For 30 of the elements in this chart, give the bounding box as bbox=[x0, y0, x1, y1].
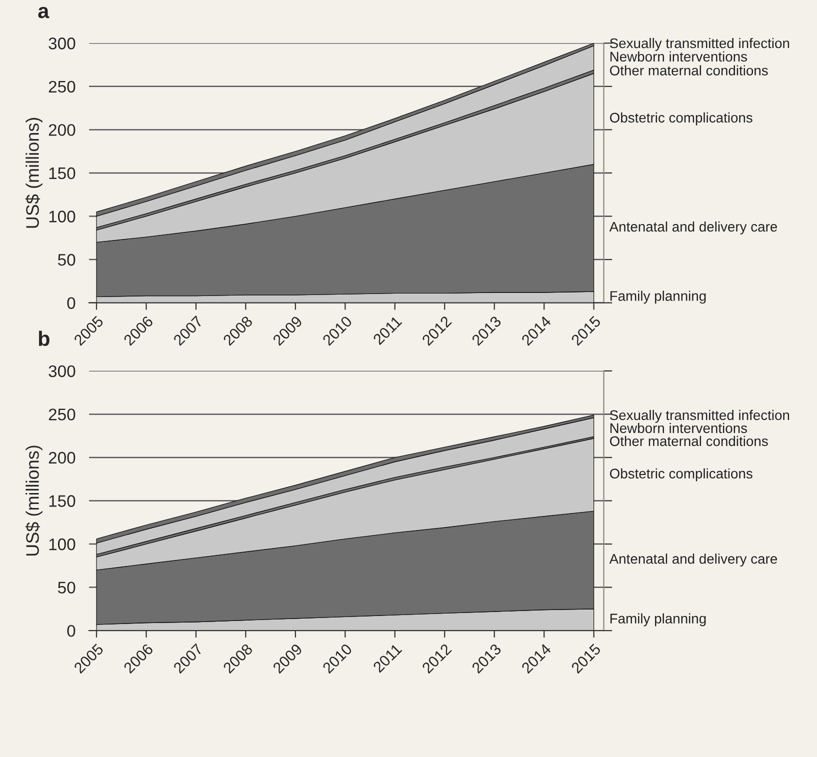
chart-title: a bbox=[38, 6, 50, 18]
y-tick-label: 100 bbox=[49, 210, 76, 222]
series-label: Obstetric complications bbox=[610, 112, 752, 126]
y-tick-label: 150 bbox=[49, 495, 76, 507]
series-label: Family planning bbox=[610, 290, 706, 304]
series-label: Family planning bbox=[610, 613, 706, 626]
chart-title: b bbox=[38, 330, 50, 346]
y-tick-label: 250 bbox=[48, 408, 76, 420]
series-label: Sexually transmitted infection bbox=[610, 410, 790, 423]
y-axis-title: US$ (millions) bbox=[25, 118, 42, 228]
y-tick-label: 200 bbox=[48, 124, 76, 136]
y-tick-label: 0 bbox=[67, 297, 76, 310]
y-tick-label: 150 bbox=[49, 167, 76, 180]
series-label: Other maternal conditions bbox=[610, 65, 768, 76]
series-label: Other maternal conditions bbox=[610, 436, 768, 446]
y-tick-label: 50 bbox=[58, 254, 76, 266]
series-label: Obstetric complications bbox=[610, 468, 752, 482]
series-label: Sexually transmitted infection bbox=[610, 38, 790, 51]
y-tick-label: 250 bbox=[48, 80, 76, 93]
series-label: Newborn interventions bbox=[610, 51, 748, 62]
series-label: Antenatal and delivery care bbox=[609, 554, 778, 567]
y-tick-label: 300 bbox=[48, 38, 76, 50]
y-axis-title: US$ (millions) bbox=[25, 446, 42, 556]
y-tick-label: 200 bbox=[48, 452, 76, 464]
y-tick-label: 50 bbox=[58, 582, 76, 594]
series-label: Antenatal and delivery care bbox=[609, 221, 778, 234]
series-label: Newborn interventions bbox=[610, 422, 748, 434]
y-tick-label: 300 bbox=[48, 365, 76, 378]
y-tick-label: 100 bbox=[49, 538, 76, 550]
y-tick-label: 0 bbox=[67, 624, 76, 637]
